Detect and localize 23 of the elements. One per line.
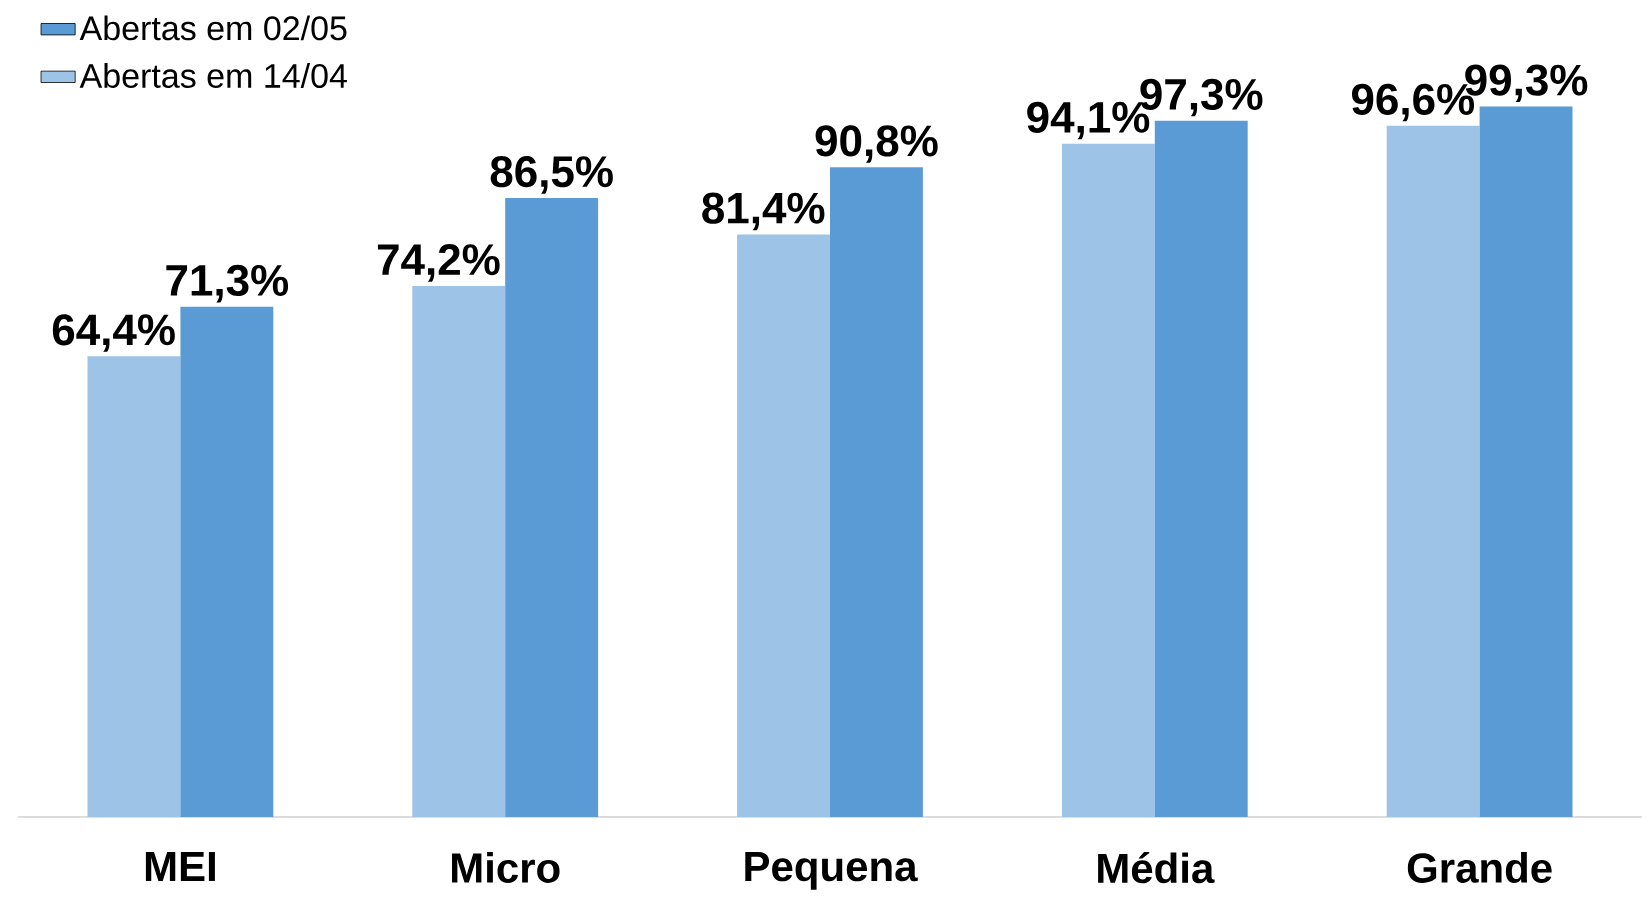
- x-tick-label: Micro: [452, 852, 560, 883]
- data-label: 71,3%: [166, 264, 289, 303]
- data-label: 64,4%: [52, 314, 175, 352]
- bar: [830, 167, 923, 817]
- x-tick-label: Grande: [1407, 852, 1552, 883]
- bar: [737, 234, 831, 817]
- bar: [87, 356, 181, 817]
- x-tick-label: Pequena: [745, 852, 918, 890]
- bar: [505, 198, 599, 817]
- legend-label: Abertas em 14/04: [79, 63, 347, 88]
- data-label: 86,5%: [490, 156, 613, 194]
- data-label: 81,4%: [702, 192, 825, 231]
- bar: [1154, 120, 1248, 817]
- bar: [1386, 125, 1480, 817]
- bar: [412, 286, 506, 817]
- x-tick-label: Média: [1098, 852, 1215, 884]
- x-tick-label: MEI: [145, 852, 215, 881]
- legend-label: Abertas em 02/05: [79, 15, 347, 41]
- bar: [180, 306, 274, 817]
- bar: [1061, 143, 1155, 817]
- data-label: 74,2%: [377, 244, 500, 282]
- data-label: 90,8%: [815, 125, 938, 163]
- bar: [1479, 106, 1573, 817]
